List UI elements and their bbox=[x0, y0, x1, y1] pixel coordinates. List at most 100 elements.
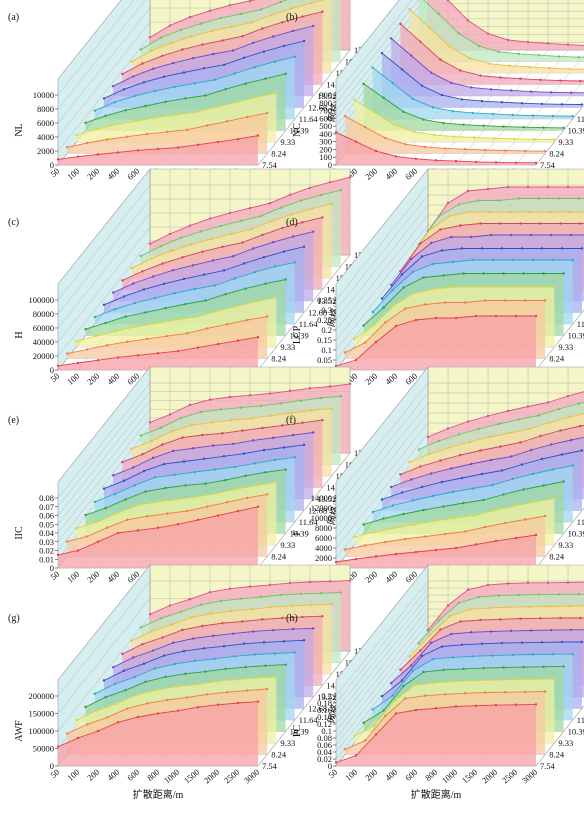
data-point bbox=[394, 155, 398, 158]
data-point bbox=[279, 206, 282, 209]
depth-tick-label: 8.24 bbox=[549, 354, 565, 364]
data-point bbox=[571, 464, 574, 467]
y-tick-label: 50000 bbox=[33, 744, 54, 754]
data-point bbox=[482, 498, 485, 502]
data-point bbox=[115, 123, 118, 126]
y-tick-label: 10000 bbox=[311, 513, 332, 523]
data-point bbox=[520, 463, 524, 466]
x-tick-label: 400 bbox=[105, 569, 121, 585]
data-point bbox=[497, 50, 500, 53]
data-point bbox=[133, 94, 136, 98]
data-point bbox=[453, 135, 456, 138]
data-point bbox=[411, 97, 414, 100]
y-axis-label: LCP bbox=[292, 325, 303, 344]
data-point bbox=[199, 603, 202, 606]
data-point bbox=[284, 278, 287, 281]
data-point bbox=[213, 78, 216, 82]
data-point bbox=[540, 102, 544, 106]
y-tick-label: 0.06 bbox=[317, 740, 332, 750]
data-point bbox=[252, 439, 255, 442]
series-area bbox=[345, 116, 546, 154]
y-tick-label: 0.04 bbox=[39, 528, 55, 538]
data-point bbox=[182, 71, 186, 74]
data-point bbox=[153, 476, 156, 479]
data-point bbox=[430, 71, 433, 74]
wall-grid-line bbox=[335, 214, 429, 331]
data-point bbox=[106, 344, 109, 347]
data-point bbox=[444, 301, 447, 304]
data-point bbox=[256, 505, 260, 508]
y-tick-label: 300 bbox=[319, 137, 332, 147]
data-point bbox=[166, 334, 169, 338]
data-point bbox=[404, 697, 407, 700]
data-point bbox=[524, 690, 527, 694]
data-point bbox=[179, 28, 182, 32]
data-point bbox=[86, 723, 89, 726]
data-point bbox=[566, 394, 570, 398]
data-point bbox=[384, 321, 387, 324]
data-point bbox=[380, 498, 384, 501]
data-point bbox=[513, 504, 516, 508]
data-point bbox=[542, 484, 545, 487]
data-point bbox=[462, 272, 465, 275]
data-point bbox=[186, 128, 189, 131]
y-tick-label: 0.07 bbox=[39, 502, 54, 512]
data-point bbox=[193, 287, 196, 291]
x-tick-label: 1000 bbox=[440, 767, 459, 786]
data-point bbox=[433, 287, 436, 291]
data-point bbox=[199, 410, 202, 414]
data-point bbox=[460, 643, 464, 646]
data-point bbox=[193, 82, 196, 85]
data-point bbox=[568, 415, 571, 419]
data-point bbox=[539, 222, 542, 225]
series-area bbox=[428, 0, 584, 50]
depth-tick-label: 8.24 bbox=[271, 149, 287, 159]
data-point bbox=[170, 249, 173, 252]
data-point bbox=[292, 29, 295, 33]
data-point bbox=[106, 716, 109, 719]
y-tick-label: 0 bbox=[50, 365, 54, 375]
data-point bbox=[279, 593, 282, 597]
data-point bbox=[190, 243, 193, 246]
data-point bbox=[528, 605, 531, 608]
data-point bbox=[268, 392, 272, 395]
data-point bbox=[141, 270, 144, 273]
data-point bbox=[553, 677, 556, 681]
data-point bbox=[497, 199, 500, 202]
data-point bbox=[531, 653, 534, 656]
wall-grid-line bbox=[57, 598, 151, 714]
data-point bbox=[413, 130, 416, 134]
wall-grid-line bbox=[57, 226, 151, 343]
data-point bbox=[302, 443, 306, 447]
data-point bbox=[155, 500, 158, 504]
data-point bbox=[380, 297, 384, 300]
data-point bbox=[139, 626, 142, 629]
data-point bbox=[411, 669, 414, 673]
data-point bbox=[173, 662, 176, 666]
data-point bbox=[213, 468, 216, 471]
data-point bbox=[93, 692, 97, 695]
data-point bbox=[270, 13, 273, 17]
data-point bbox=[192, 264, 195, 267]
data-point bbox=[517, 593, 520, 597]
data-point bbox=[142, 662, 146, 665]
data-point bbox=[550, 628, 553, 632]
data-point bbox=[502, 272, 505, 275]
data-point bbox=[130, 60, 133, 63]
data-point bbox=[420, 485, 424, 489]
data-point bbox=[371, 66, 374, 69]
y-tick-label: 60000 bbox=[33, 323, 54, 333]
data-point bbox=[228, 211, 232, 215]
data-point bbox=[382, 96, 385, 100]
data-point bbox=[173, 473, 176, 476]
y-axis-label: IIC bbox=[14, 526, 25, 540]
data-point bbox=[364, 739, 367, 742]
data-point bbox=[477, 199, 480, 202]
data-point bbox=[497, 594, 500, 597]
depth-tick-label: 12.68 bbox=[308, 103, 327, 113]
depth-tick-label: 8.24 bbox=[549, 552, 565, 562]
data-point bbox=[537, 414, 540, 417]
data-point bbox=[511, 653, 514, 657]
data-point bbox=[490, 233, 493, 237]
